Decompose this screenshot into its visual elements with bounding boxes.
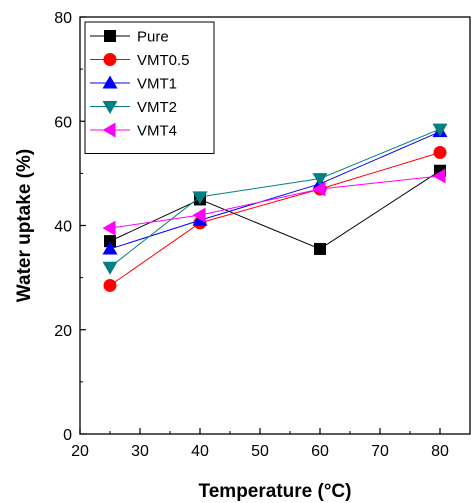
y-tick-label: 60 <box>54 114 72 131</box>
series-vmt4 <box>102 168 446 236</box>
data-point-vmt2 <box>312 173 328 187</box>
series-line-vmt0-5 <box>109 152 441 286</box>
y-tick-label: 0 <box>63 427 72 444</box>
y-tick-label: 20 <box>54 323 72 340</box>
data-point-pure <box>314 242 326 255</box>
series-line-vmt4 <box>109 175 441 229</box>
data-point-vmt1 <box>102 241 118 255</box>
x-tick-label: 70 <box>371 443 389 460</box>
x-tick-label: 50 <box>251 443 269 460</box>
legend-label-vmt4: VMT4 <box>137 123 177 140</box>
legend-marker-vmt4 <box>102 122 116 138</box>
data-point-vmt2 <box>192 191 208 205</box>
legend-marker-vmt2 <box>102 101 118 114</box>
legend-label-vmt1: VMT1 <box>137 76 177 93</box>
legend-label-vmt2: VMT2 <box>137 99 177 116</box>
legend-label-pure: Pure <box>137 29 169 46</box>
y-axis-title: Water uptake (%) <box>14 149 35 302</box>
series-line-vmt2 <box>109 128 441 268</box>
series-layer <box>102 123 448 292</box>
data-point-vmt4 <box>192 207 206 223</box>
x-tick-label: 20 <box>71 443 89 460</box>
data-point-vmt0-5 <box>433 146 447 160</box>
series-vmt2 <box>102 123 448 275</box>
x-tick-label: 40 <box>191 443 209 460</box>
data-point-vmt0-5 <box>103 278 117 292</box>
legend-label-vmt0-5: VMT0.5 <box>137 52 190 69</box>
x-tick-label: 30 <box>131 443 149 460</box>
data-point-vmt4 <box>312 181 326 197</box>
series-pure <box>104 164 446 255</box>
data-point-vmt2 <box>432 123 448 137</box>
legend-marker-vmt1 <box>102 75 118 89</box>
legend-marker-pure <box>104 30 116 42</box>
y-tick-label: 80 <box>54 10 72 27</box>
legend: Pure VMT0.5 VMT1 VMT2 VMT4 <box>84 21 215 154</box>
y-tick-label: 40 <box>54 219 72 236</box>
x-tick-label: 60 <box>311 443 329 460</box>
data-point-vmt4 <box>102 220 116 236</box>
series-vmt0-5 <box>103 146 447 292</box>
series-line-pure <box>109 170 441 250</box>
data-point-pure <box>104 235 116 248</box>
x-axis-title: Temperature (°C) <box>199 481 352 502</box>
data-point-vmt4 <box>432 168 446 184</box>
legend-marker-vmt0-5 <box>103 53 117 66</box>
x-tick-label: 80 <box>431 443 449 460</box>
data-point-vmt2 <box>102 261 118 275</box>
